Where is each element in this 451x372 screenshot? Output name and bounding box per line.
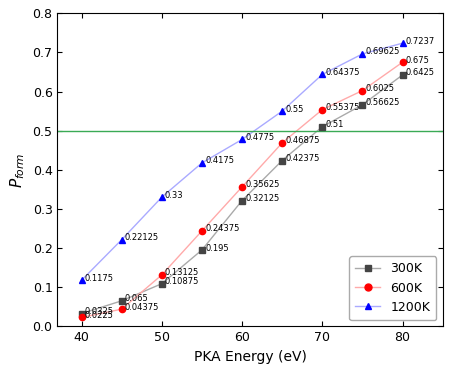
300K: [159, 282, 165, 286]
1200K: [119, 237, 124, 242]
Line: 600K: 600K: [78, 59, 405, 321]
600K: [199, 229, 205, 233]
600K: [119, 307, 124, 311]
X-axis label: PKA Energy (eV): PKA Energy (eV): [193, 350, 307, 364]
Text: 0.6425: 0.6425: [406, 68, 435, 77]
Legend: 300K, 600K, 1200K: 300K, 600K, 1200K: [349, 256, 437, 320]
1200K: [360, 52, 365, 56]
Text: 0.065: 0.065: [125, 294, 149, 304]
Text: 0.4775: 0.4775: [245, 133, 274, 142]
600K: [239, 185, 245, 189]
1200K: [239, 137, 245, 142]
1200K: [280, 109, 285, 113]
Text: 0.35625: 0.35625: [245, 180, 280, 189]
300K: [79, 311, 84, 316]
Text: 0.46875: 0.46875: [285, 137, 320, 145]
600K: [400, 60, 405, 64]
Text: 0.42375: 0.42375: [285, 154, 320, 163]
Text: 0.195: 0.195: [205, 244, 229, 253]
Text: 0.0325: 0.0325: [85, 307, 114, 316]
Text: 0.6025: 0.6025: [366, 84, 395, 93]
Text: 0.10875: 0.10875: [165, 277, 199, 286]
600K: [159, 273, 165, 277]
1200K: [320, 72, 325, 77]
Text: 0.56625: 0.56625: [366, 98, 400, 107]
Text: 0.0225: 0.0225: [85, 311, 114, 320]
1200K: [400, 41, 405, 45]
600K: [360, 89, 365, 93]
Text: 0.55: 0.55: [285, 105, 304, 114]
600K: [79, 315, 84, 320]
Text: 0.33: 0.33: [165, 191, 184, 200]
Text: 0.32125: 0.32125: [245, 194, 280, 203]
Text: 0.24375: 0.24375: [205, 224, 239, 234]
Text: 0.4175: 0.4175: [205, 157, 234, 166]
Text: 0.675: 0.675: [406, 56, 430, 65]
Text: 0.51: 0.51: [326, 120, 344, 129]
300K: [400, 73, 405, 77]
Text: 0.04375: 0.04375: [125, 303, 159, 312]
300K: [360, 103, 365, 107]
Line: 300K: 300K: [78, 72, 405, 317]
600K: [320, 108, 325, 112]
600K: [280, 141, 285, 145]
Text: 0.7237: 0.7237: [406, 37, 435, 46]
1200K: [159, 195, 165, 199]
300K: [119, 299, 124, 303]
Text: 0.13125: 0.13125: [165, 269, 199, 278]
300K: [280, 158, 285, 163]
Text: 0.69625: 0.69625: [366, 48, 400, 57]
Text: 0.1175: 0.1175: [85, 274, 114, 283]
Line: 1200K: 1200K: [78, 40, 405, 283]
1200K: [79, 278, 84, 282]
300K: [199, 248, 205, 252]
Text: 0.22125: 0.22125: [125, 233, 159, 242]
Text: 0.55375: 0.55375: [326, 103, 360, 112]
1200K: [199, 161, 205, 165]
Text: 0.64375: 0.64375: [326, 68, 360, 77]
Y-axis label: $P_{form}$: $P_{form}$: [8, 152, 27, 187]
300K: [239, 198, 245, 203]
300K: [320, 125, 325, 129]
